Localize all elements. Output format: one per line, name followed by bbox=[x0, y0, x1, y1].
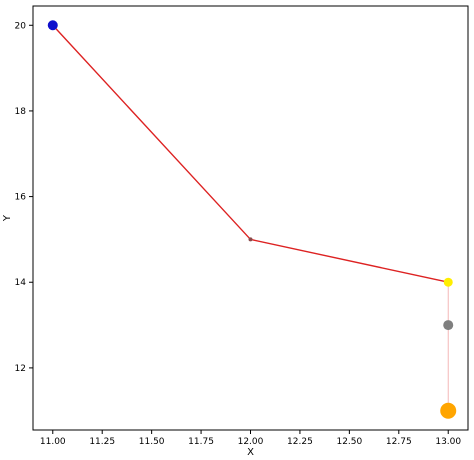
y-axis-label: Y bbox=[2, 214, 13, 222]
x-tick-label: 12.25 bbox=[287, 437, 313, 447]
x-tick-label: 13.00 bbox=[435, 437, 461, 447]
y-tick-label: 12 bbox=[15, 364, 26, 374]
data-point bbox=[440, 402, 457, 419]
series-line bbox=[52, 24, 449, 283]
y-tick-label: 20 bbox=[15, 21, 27, 31]
plot-frame bbox=[32, 5, 469, 431]
y-tick-label: 18 bbox=[15, 107, 27, 117]
data-point bbox=[443, 277, 453, 287]
x-tick-label: 12.50 bbox=[336, 437, 362, 447]
x-tick-label: 12.75 bbox=[386, 437, 412, 447]
data-point bbox=[47, 20, 58, 31]
x-tick-label: 11.50 bbox=[139, 437, 165, 447]
plot-area bbox=[47, 20, 457, 419]
x-tick-label: 11.25 bbox=[89, 437, 115, 447]
x-axis-ticks: 11.00 11.25 11.50 11.75 12.00 12.25 12.50 12.75… bbox=[40, 430, 461, 447]
y-axis-ticks: 12 14 16 18 20 bbox=[15, 21, 33, 374]
x-axis-label: X bbox=[247, 447, 254, 458]
data-point bbox=[248, 237, 253, 242]
x-tick-label: 11.00 bbox=[40, 437, 66, 447]
y-tick-label: 14 bbox=[15, 278, 27, 288]
x-tick-label: 11.75 bbox=[188, 437, 214, 447]
y-tick-label: 16 bbox=[15, 193, 27, 203]
x-tick-label: 12.00 bbox=[238, 437, 264, 447]
data-point bbox=[443, 320, 454, 331]
